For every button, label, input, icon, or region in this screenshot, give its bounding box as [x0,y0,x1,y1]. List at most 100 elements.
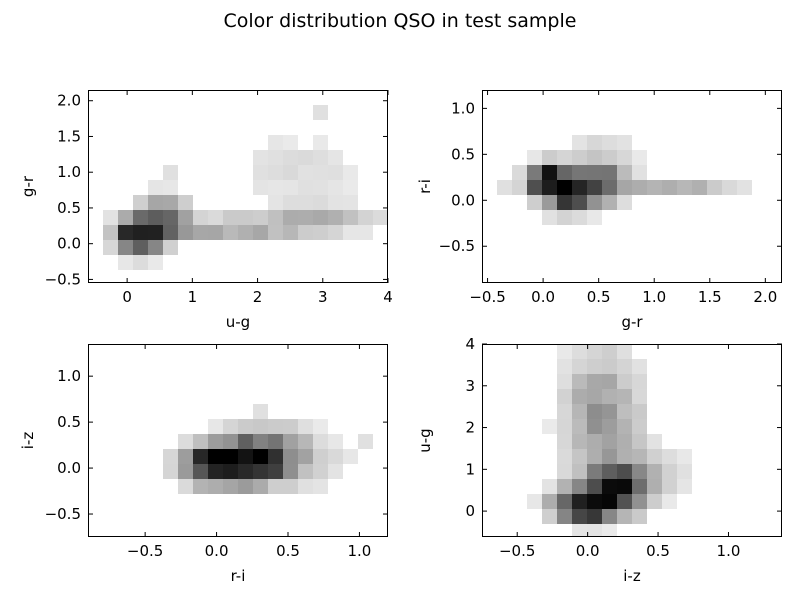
heatmap-cell [163,464,178,479]
heatmap-cell [103,240,118,255]
x-tick-label: 1.0 [642,288,666,306]
heatmap-cell [208,434,223,449]
heatmap-cell [178,464,193,479]
heatmap-cell [238,479,253,494]
heatmap-cell [587,359,602,374]
y-axis-label: u-g [416,428,434,452]
heatmap-cell [298,165,313,180]
heatmap-cell [692,180,707,195]
x-axis-label: u-g [226,313,250,331]
heatmap-cell [557,464,572,479]
y-tick-label: 2 [465,419,475,437]
heatmap-cell [313,150,328,165]
x-tick-label: −0.5 [499,542,535,560]
heatmap-cell [572,180,587,195]
y-tick-label: 1 [465,460,475,478]
heatmap-cell [238,225,253,240]
heatmap-cell [632,509,647,524]
heatmap-cell [602,404,617,419]
heatmap-cell [208,225,223,240]
heatmap-cell [178,434,193,449]
heatmap-cell [238,434,253,449]
heatmap-cell [632,434,647,449]
heatmap-cells [527,344,692,537]
heatmap-cell [238,210,253,225]
heatmap-cell [557,180,572,195]
heatmap-cell [193,434,208,449]
heatmap-cell [602,135,617,150]
heatmap-cell [208,210,223,225]
heatmap-cell [328,225,343,240]
heatmap-cell [223,225,238,240]
heatmap-cell [313,479,328,494]
heatmap-cell [223,434,238,449]
heatmap-cell [298,225,313,240]
x-axis-label: r-i [231,567,246,585]
heatmap-cell [572,210,587,225]
heatmap-cells [103,105,388,270]
heatmap-cell [283,419,298,434]
heatmap-cell [617,449,632,464]
heatmap-cell [602,344,617,359]
heatmap-cell [328,449,343,464]
heatmap-cell [163,165,178,180]
heatmap-cell [602,509,617,524]
heatmap-cell [602,434,617,449]
heatmap-cell [722,180,737,195]
heatmap-cell [148,180,163,195]
heatmap-cell [343,225,358,240]
heatmap-cell [118,225,133,240]
heatmap-cell [572,165,587,180]
heatmap-cell [557,374,572,389]
heatmap-cell [602,180,617,195]
heatmap-cell [737,180,752,195]
heatmap-cell [617,464,632,479]
heatmap-cell [163,210,178,225]
y-tick-label: −0.5 [45,505,81,523]
heatmap-cell [632,180,647,195]
x-tick-label: 1.0 [717,542,741,560]
heatmap-cell [208,479,223,494]
heatmap-cell [343,449,358,464]
heatmap-cell [178,449,193,464]
heatmap-cell [587,464,602,479]
y-tick-label: 0.0 [451,191,475,209]
heatmap-cell [283,479,298,494]
heatmap-cell [617,479,632,494]
y-tick-label: 2.0 [57,92,81,110]
heatmap-cell [557,509,572,524]
heatmap-cell [328,180,343,195]
heatmap-cell [253,165,268,180]
heatmap-cell [662,479,677,494]
heatmap-cell [617,389,632,404]
axes-frame [88,344,388,537]
heatmap-cell [298,434,313,449]
heatmap-cell [268,180,283,195]
heatmap-cell [313,180,328,195]
heatmap-cell [268,479,283,494]
x-tick-label: 0.0 [576,542,600,560]
heatmap-cell [587,389,602,404]
heatmap-cell [587,180,602,195]
heatmap-cell [557,389,572,404]
heatmap-cell [178,479,193,494]
heatmap-cell [253,180,268,195]
heatmap-cell [133,195,148,210]
heatmap-cell [298,180,313,195]
heatmap-cell [587,479,602,494]
heatmap-cell [283,195,298,210]
heatmap-cell [587,135,602,150]
heatmap-cell [148,195,163,210]
heatmap-cell [542,180,557,195]
heatmap-cell [572,494,587,509]
heatmap-cell [587,494,602,509]
heatmap-cell [268,449,283,464]
heatmap-cell [178,210,193,225]
heatmap-cell [118,210,133,225]
heatmap-cell [572,419,587,434]
heatmap-cell [208,419,223,434]
subplot-2: −0.5 0.0 0.5 1.0 1.5 2.0 −0.5 0.0 0.5 1.0 g-r r-i [416,90,782,331]
heatmap-cell [313,210,328,225]
heatmap-cell [587,509,602,524]
heatmap-cell [602,449,617,464]
